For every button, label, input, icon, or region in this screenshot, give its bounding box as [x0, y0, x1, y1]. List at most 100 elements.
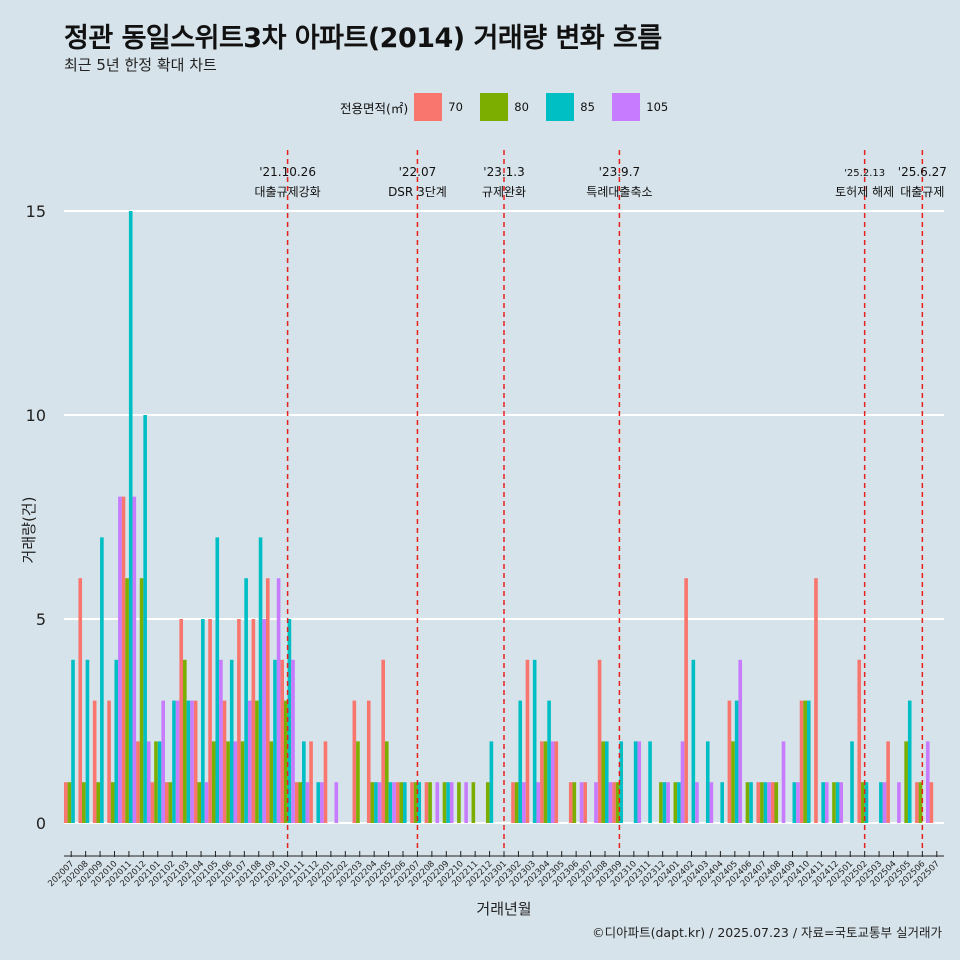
bar-80-202104 — [197, 782, 202, 823]
bar-85-202109 — [273, 659, 277, 823]
bar-80-202207 — [413, 782, 418, 823]
bar-80-202401 — [673, 782, 678, 823]
legend-label-80: 80 — [514, 100, 529, 114]
bar-105-202405 — [738, 659, 743, 823]
bar-80-202302 — [514, 782, 519, 823]
bar-105-202412 — [839, 782, 844, 823]
bar-85-202204 — [374, 782, 378, 823]
y-tick-label: 15 — [26, 202, 46, 221]
bar-85-202403 — [705, 741, 710, 823]
bar-80-202009 — [96, 782, 101, 823]
bar-80-202309 — [615, 782, 620, 823]
legend: 전용면적(㎡) 70 80 85 105 — [340, 92, 678, 122]
bar-80-202407 — [760, 782, 764, 823]
bar-80-202506 — [918, 782, 923, 823]
bar-85-202103 — [186, 700, 191, 823]
legend-label-85: 85 — [580, 100, 595, 114]
bar-105-202204 — [377, 782, 382, 823]
bar-105-202306 — [579, 782, 584, 823]
bar-80-202410 — [803, 700, 807, 823]
bar-80-202405 — [731, 741, 735, 823]
bar-85-202101 — [157, 741, 162, 823]
bar-85-202107 — [244, 578, 248, 823]
bar-70-202506 — [915, 782, 919, 823]
legend-label-70: 70 — [448, 100, 463, 114]
event-date-label: '23.1.3 — [483, 165, 524, 179]
bar-80-202211 — [471, 782, 476, 823]
bar-105-202409 — [796, 782, 800, 823]
bar-80-202208 — [428, 782, 432, 823]
bar-105-202302 — [522, 782, 526, 823]
legend-swatch-70 — [414, 93, 443, 121]
bar-105-202010 — [118, 496, 122, 823]
bar-105-202402 — [695, 782, 699, 823]
bar-105-202407 — [767, 782, 771, 823]
bar-70-202504 — [886, 741, 890, 823]
event-label: DSR 3단계 — [388, 185, 447, 199]
legend-swatch-80 — [480, 93, 509, 121]
bar-70-202302 — [511, 782, 515, 823]
bar-80-202111 — [298, 782, 303, 823]
bar-70-202507 — [929, 782, 934, 823]
bar-80-202212 — [485, 782, 490, 823]
bar-105-202104 — [204, 782, 209, 823]
bar-85-202303 — [532, 659, 537, 823]
bar-105-202112 — [320, 782, 324, 823]
bar-85-202502 — [864, 782, 869, 823]
bar-85-202012 — [143, 415, 147, 823]
bar-85-202406 — [749, 782, 753, 823]
legend-item-105: 105 — [612, 93, 674, 121]
bar-80-202008 — [82, 782, 86, 823]
bar-70-202204 — [366, 700, 371, 823]
bar-85-202505 — [907, 700, 912, 823]
bar-105-202310 — [637, 741, 642, 823]
bar-70-202208 — [424, 782, 429, 823]
bar-105-202105 — [219, 659, 223, 823]
bar-70-202402 — [684, 578, 688, 823]
bar-105-202506 — [925, 741, 930, 823]
legend-label-105: 105 — [646, 100, 669, 114]
bar-80-202107 — [240, 741, 245, 823]
bar-85-202410 — [806, 700, 811, 823]
bar-85-202409 — [792, 782, 797, 823]
bar-80-202406 — [745, 782, 750, 823]
bar-70-202108 — [251, 619, 256, 823]
bar-85-202402 — [691, 659, 696, 823]
bar-105-202503 — [882, 782, 887, 823]
bar-70-202411 — [814, 578, 818, 823]
bar-85-202106 — [229, 659, 234, 823]
bar-105-202101 — [161, 700, 165, 823]
chart-title: 정관 동일스위트3차 아파트(2014) 거래량 변화 흐름 — [64, 23, 662, 54]
legend-swatch-85 — [546, 93, 575, 121]
y-tick-label: 0 — [36, 814, 46, 833]
bar-85-202105 — [215, 537, 220, 823]
bar-70-202308 — [597, 659, 602, 823]
bar-80-202106 — [226, 741, 230, 823]
bar-80-202102 — [168, 782, 173, 823]
bar-85-202009 — [100, 537, 104, 823]
bar-70-202010 — [107, 700, 111, 823]
event-date-label: '25.6.27 — [898, 165, 947, 179]
bar-70-202109 — [265, 578, 270, 823]
bar-85-202308 — [604, 741, 609, 823]
bar-80-202101 — [154, 741, 158, 823]
event-label: 특례대출축소 — [586, 185, 652, 199]
event-label: 대출규제 — [900, 185, 944, 199]
bar-105-202307 — [594, 782, 598, 823]
bar-80-202505 — [904, 741, 908, 823]
legend-title: 전용면적(㎡) — [340, 100, 409, 116]
event-date-label: '21.10.26 — [259, 165, 316, 179]
bar-85-202207 — [417, 782, 422, 823]
bar-80-202010 — [110, 782, 115, 823]
bar-70-202408 — [770, 782, 775, 823]
bar-105-202411 — [824, 782, 829, 823]
bar-80-202007 — [67, 782, 72, 823]
bar-80-202103 — [183, 659, 187, 823]
event-label: 토허제 해제 — [835, 185, 894, 199]
bar-70-202111 — [294, 782, 299, 823]
bar-80-202206 — [399, 782, 404, 823]
bar-85-202304 — [547, 700, 551, 823]
bar-105-202408 — [781, 741, 786, 823]
bar-105-202102 — [175, 700, 180, 823]
